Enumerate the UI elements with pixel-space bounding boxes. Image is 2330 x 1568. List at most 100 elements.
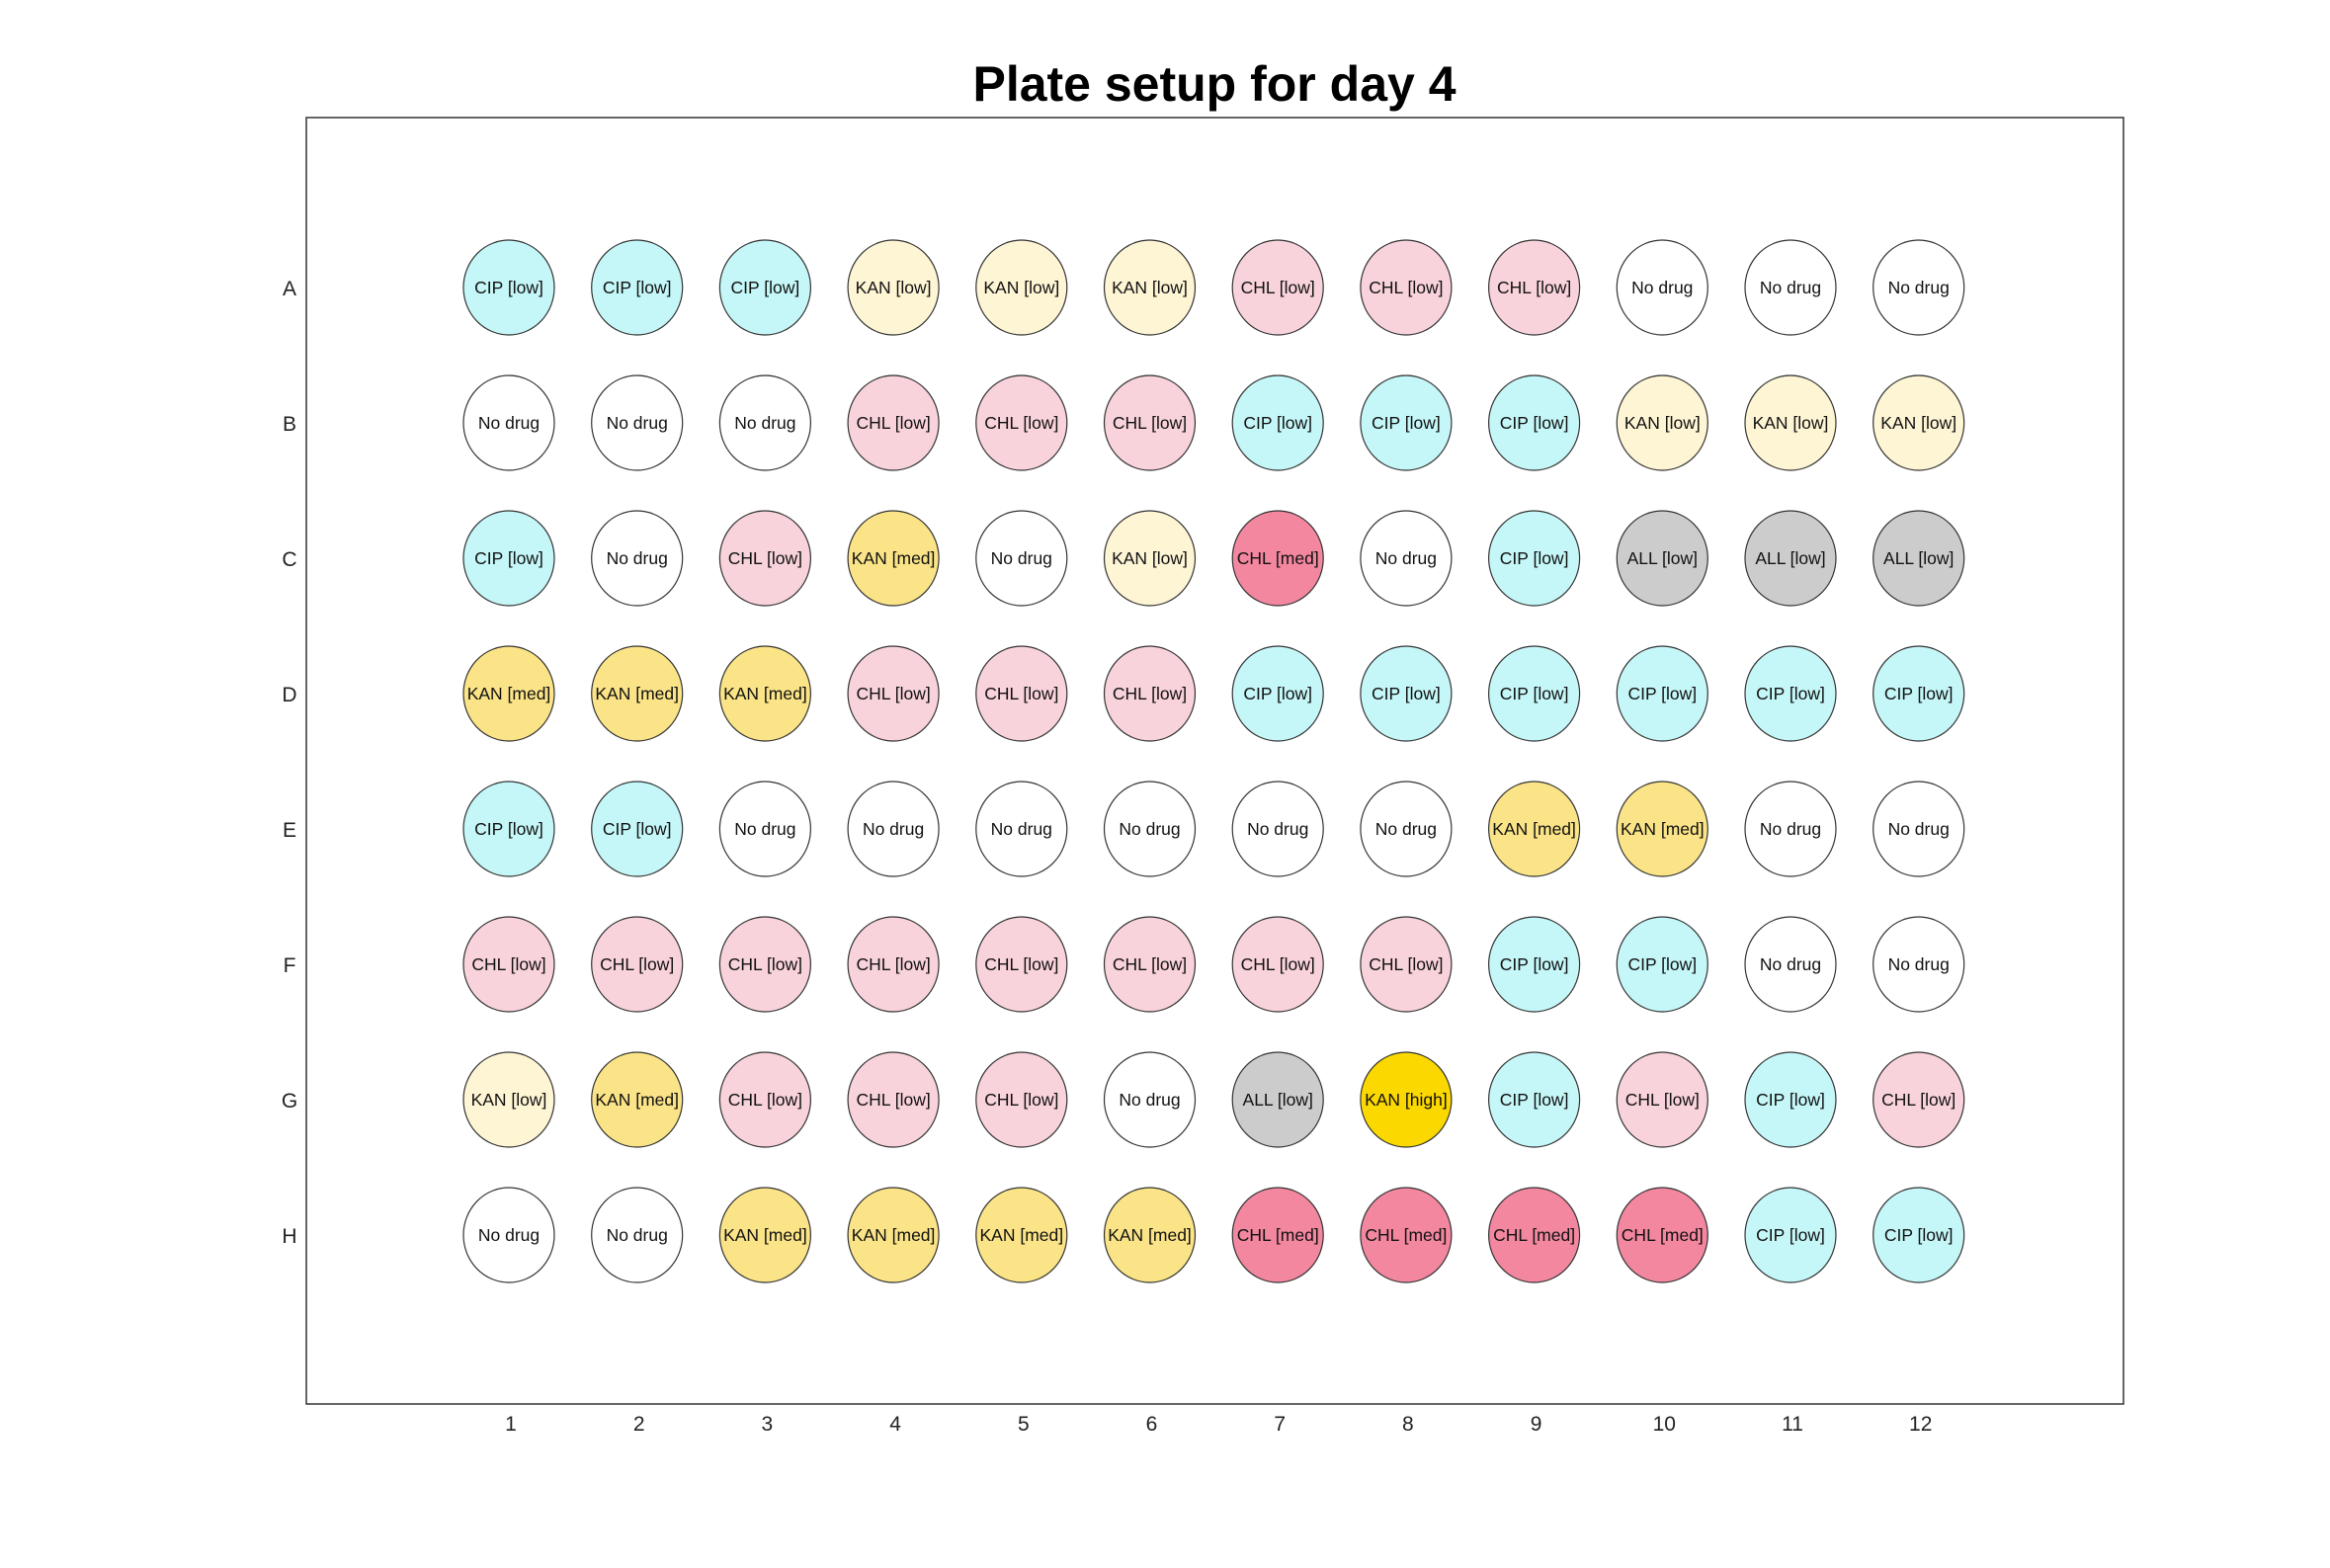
- well-label: No drug: [991, 819, 1052, 839]
- plate-frame: [305, 117, 2124, 1405]
- well-A1: CIP [low]: [462, 239, 555, 336]
- well-G11: CIP [low]: [1744, 1051, 1837, 1148]
- well-circle: [1231, 374, 1324, 471]
- well-label: KAN [low]: [1112, 548, 1188, 568]
- well-circle: [975, 239, 1068, 336]
- well-label: No drug: [1888, 954, 1950, 974]
- well-E1: CIP [low]: [462, 781, 555, 877]
- well-E9: KAN [med]: [1487, 781, 1581, 877]
- well-circle: [975, 916, 1068, 1013]
- well-circle: [1487, 510, 1581, 607]
- well-circle: [1744, 1051, 1837, 1148]
- well-H8: CHL [med]: [1360, 1187, 1453, 1283]
- well-E2: CIP [low]: [591, 781, 684, 877]
- well-D1: KAN [med]: [462, 645, 555, 742]
- well-D2: KAN [med]: [591, 645, 684, 742]
- well-label: KAN [low]: [1624, 413, 1701, 433]
- well-label: CHL [low]: [728, 954, 802, 974]
- column-label-11: 11: [1782, 1413, 1803, 1436]
- well-E11: No drug: [1744, 781, 1837, 877]
- well-label: CIP [low]: [1884, 684, 1954, 703]
- well-circle: [1231, 645, 1324, 742]
- well-label: CHL [low]: [728, 1090, 802, 1110]
- well-circle: [1103, 510, 1197, 607]
- well-label: CIP [low]: [1372, 684, 1441, 703]
- well-circle: [1872, 1051, 1965, 1148]
- well-B10: KAN [low]: [1616, 374, 1708, 471]
- well-label: CIP [low]: [603, 819, 672, 839]
- well-label: CIP [low]: [731, 278, 800, 297]
- well-C5: No drug: [975, 510, 1068, 607]
- well-D10: CIP [low]: [1616, 645, 1708, 742]
- column-label-6: 6: [1146, 1413, 1158, 1436]
- well-circle: [1103, 239, 1197, 336]
- well-circle: [1616, 374, 1708, 471]
- well-circle: [718, 239, 812, 336]
- well-circle: [1744, 510, 1837, 607]
- well-G8: KAN [high]: [1360, 1051, 1453, 1148]
- well-circle: [847, 781, 940, 877]
- column-labels: 1 2 3 4 5 6 7 8 9 10 11 12: [505, 1413, 1932, 1436]
- well-D7: CIP [low]: [1231, 645, 1324, 742]
- well-circle: [1231, 1051, 1324, 1148]
- well-G4: CHL [low]: [847, 1051, 940, 1148]
- well-G7: ALL [low]: [1231, 1051, 1324, 1148]
- well-label: CHL [low]: [1113, 684, 1187, 703]
- column-label-3: 3: [762, 1413, 774, 1436]
- well-H12: CIP [low]: [1872, 1187, 1965, 1283]
- well-label: CHL [low]: [856, 1090, 930, 1110]
- well-label: CHL [low]: [984, 954, 1058, 974]
- row-labels: A B C D E F G H: [282, 278, 297, 1248]
- well-circle: [1616, 645, 1708, 742]
- well-circle: [591, 645, 684, 742]
- well-label: CHL [low]: [1113, 954, 1187, 974]
- well-G5: CHL [low]: [975, 1051, 1068, 1148]
- well-E7: No drug: [1231, 781, 1324, 877]
- well-label: No drug: [991, 548, 1052, 568]
- well-circle: [1872, 1187, 1965, 1283]
- well-label: CIP [low]: [1756, 684, 1825, 703]
- well-label: CHL [low]: [984, 413, 1058, 433]
- well-circle: [591, 374, 684, 471]
- well-D6: CHL [low]: [1103, 645, 1197, 742]
- well-G10: CHL [low]: [1616, 1051, 1708, 1148]
- well-circle: [1487, 239, 1581, 336]
- well-circle: [1872, 374, 1965, 471]
- well-circle: [1616, 781, 1708, 877]
- well-circle: [462, 510, 555, 607]
- well-circle: [1360, 374, 1453, 471]
- well-label: KAN [med]: [467, 684, 551, 703]
- well-B3: No drug: [718, 374, 812, 471]
- well-G12: CHL [low]: [1872, 1051, 1965, 1148]
- well-A7: CHL [low]: [1231, 239, 1324, 336]
- well-label: No drug: [478, 413, 540, 433]
- well-label: CIP [low]: [1756, 1090, 1825, 1110]
- well-circle: [1872, 510, 1965, 607]
- well-label: No drug: [863, 819, 924, 839]
- well-B9: CIP [low]: [1487, 374, 1581, 471]
- well-F7: CHL [low]: [1231, 916, 1324, 1013]
- well-circle: [591, 510, 684, 607]
- well-A6: KAN [low]: [1103, 239, 1197, 336]
- well-circle: [1744, 781, 1837, 877]
- column-label-12: 12: [1909, 1413, 1932, 1436]
- well-circle: [1103, 1187, 1197, 1283]
- well-H7: CHL [med]: [1231, 1187, 1324, 1283]
- well-F4: CHL [low]: [847, 916, 940, 1013]
- well-F1: CHL [low]: [462, 916, 555, 1013]
- well-label: KAN [med]: [595, 684, 679, 703]
- well-A10: No drug: [1616, 239, 1708, 336]
- well-circle: [1744, 239, 1837, 336]
- well-D4: CHL [low]: [847, 645, 940, 742]
- plate-title: Plate setup for day 4: [972, 56, 1456, 112]
- well-circle: [975, 645, 1068, 742]
- well-circle: [591, 916, 684, 1013]
- well-E12: No drug: [1872, 781, 1965, 877]
- well-C2: No drug: [591, 510, 684, 607]
- well-C12: ALL [low]: [1872, 510, 1965, 607]
- well-circle: [1231, 239, 1324, 336]
- well-circle: [718, 916, 812, 1013]
- well-circle: [1360, 645, 1453, 742]
- column-label-5: 5: [1018, 1413, 1030, 1436]
- well-circle: [975, 374, 1068, 471]
